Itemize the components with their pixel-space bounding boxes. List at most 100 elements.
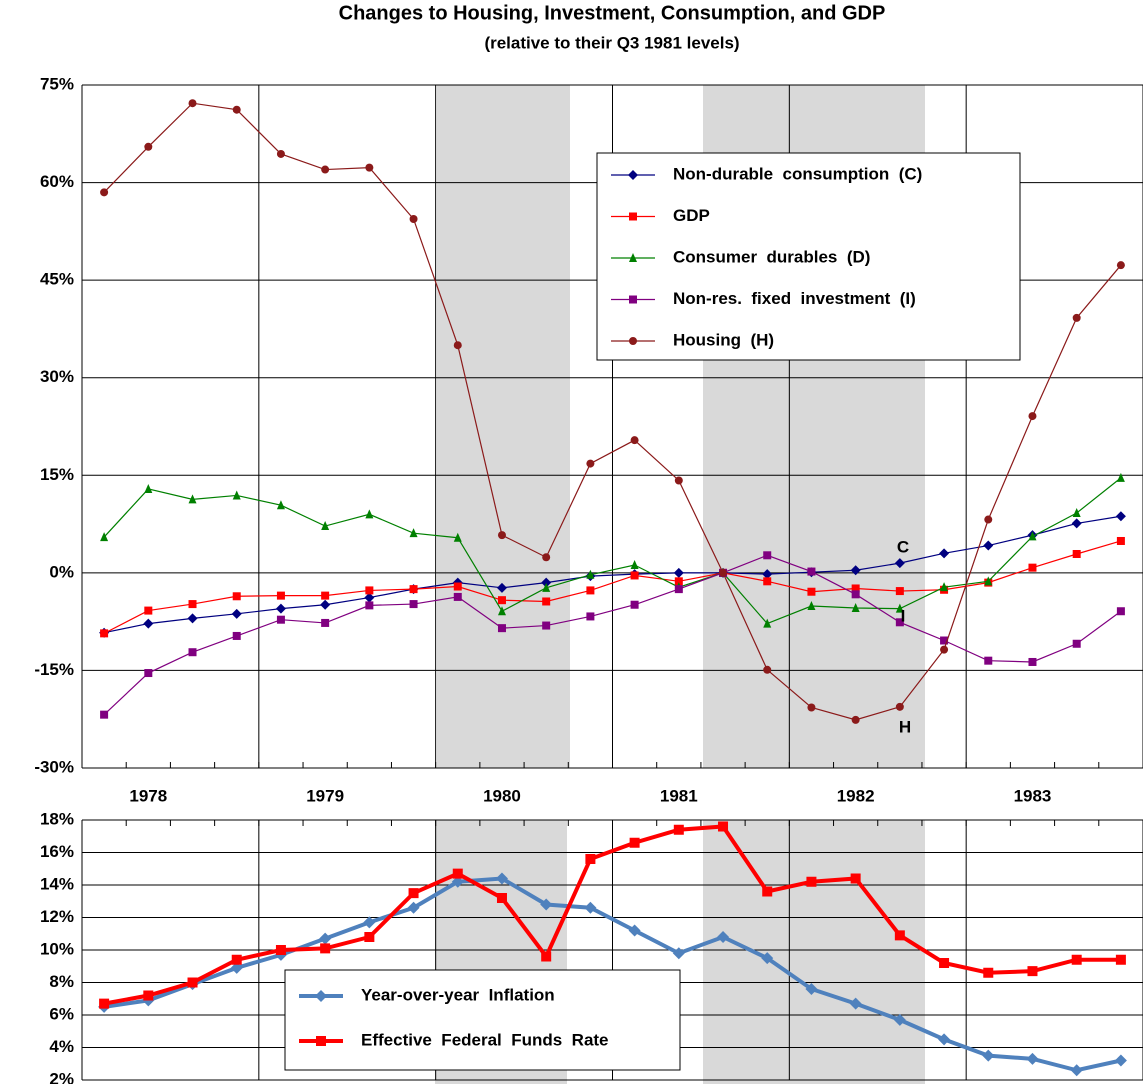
point (1116, 536, 1125, 545)
point (408, 888, 419, 899)
point (895, 603, 904, 613)
series-line (103, 554, 1122, 716)
point (100, 629, 109, 638)
annotation: H (899, 717, 911, 736)
y-tick-label: 45% (40, 270, 74, 289)
point (144, 606, 153, 615)
point (1026, 1052, 1039, 1065)
point (231, 608, 242, 619)
point (230, 961, 243, 974)
point (851, 590, 860, 599)
point (497, 624, 506, 633)
point (1071, 518, 1082, 529)
annotation: I (901, 606, 906, 625)
point (143, 618, 154, 629)
point (1116, 261, 1125, 270)
x-tick-label: 1978 (129, 786, 167, 805)
point (1115, 954, 1126, 965)
point (849, 997, 862, 1010)
point (232, 105, 241, 114)
point (807, 587, 816, 596)
point (1072, 508, 1081, 518)
point (630, 600, 639, 609)
point (763, 665, 772, 674)
series-line (103, 102, 1122, 721)
y-tick-label: 0% (49, 562, 74, 581)
point (321, 591, 330, 600)
point (542, 553, 551, 562)
point (628, 170, 638, 180)
point (629, 337, 637, 345)
point (365, 601, 374, 610)
point (232, 592, 241, 601)
point (364, 932, 375, 942)
point (407, 901, 420, 914)
point (1028, 412, 1037, 421)
point (188, 648, 197, 657)
point (940, 645, 949, 654)
y-tick-label: 8% (49, 972, 74, 991)
y-tick-label: -15% (34, 660, 74, 679)
point (629, 253, 637, 262)
point (100, 532, 109, 542)
point (187, 977, 198, 988)
point (365, 509, 374, 519)
point (851, 584, 860, 593)
y-tick-label: 15% (40, 465, 74, 484)
point (807, 703, 816, 712)
point (99, 998, 110, 1009)
point (718, 821, 729, 832)
point (542, 621, 551, 630)
legend-label: Non-res. fixed investment (I) (673, 289, 916, 308)
point (451, 875, 464, 888)
point (540, 898, 553, 911)
point (984, 656, 993, 665)
recession-shade (437, 85, 570, 768)
point (321, 618, 330, 627)
point (495, 872, 508, 885)
point (673, 824, 684, 835)
point (363, 916, 376, 929)
point (1114, 1054, 1127, 1067)
point (630, 560, 639, 570)
y-tick-label: 4% (49, 1037, 74, 1056)
point (895, 618, 904, 627)
point (320, 943, 331, 954)
point (850, 873, 861, 884)
point (763, 618, 772, 628)
point (409, 528, 418, 538)
point (187, 613, 198, 624)
point (762, 569, 773, 580)
point (453, 582, 462, 591)
point (1072, 549, 1081, 558)
point (541, 577, 552, 588)
point (717, 931, 730, 943)
point (893, 1013, 906, 1026)
point (315, 990, 327, 1002)
point (982, 1049, 995, 1062)
point (672, 947, 685, 960)
point (321, 521, 330, 531)
point (143, 990, 154, 1001)
legend-label: Non-durable consumption (C) (673, 164, 922, 183)
point (629, 295, 637, 304)
point (188, 99, 197, 108)
annotation: C (897, 537, 909, 556)
point (584, 901, 597, 914)
y-tick-label: 14% (40, 874, 74, 893)
y-tick-label: 60% (40, 172, 74, 191)
point (939, 548, 950, 559)
point (674, 577, 683, 586)
point (850, 565, 861, 576)
point (497, 606, 506, 616)
legend (596, 152, 1021, 361)
recession-shade (703, 820, 925, 1084)
point (232, 490, 241, 500)
point (894, 558, 905, 569)
point (629, 837, 640, 848)
y-tick-label: 18% (40, 809, 74, 828)
point (542, 597, 551, 606)
point (1070, 1064, 1083, 1077)
point (1027, 966, 1038, 977)
point (674, 585, 683, 594)
